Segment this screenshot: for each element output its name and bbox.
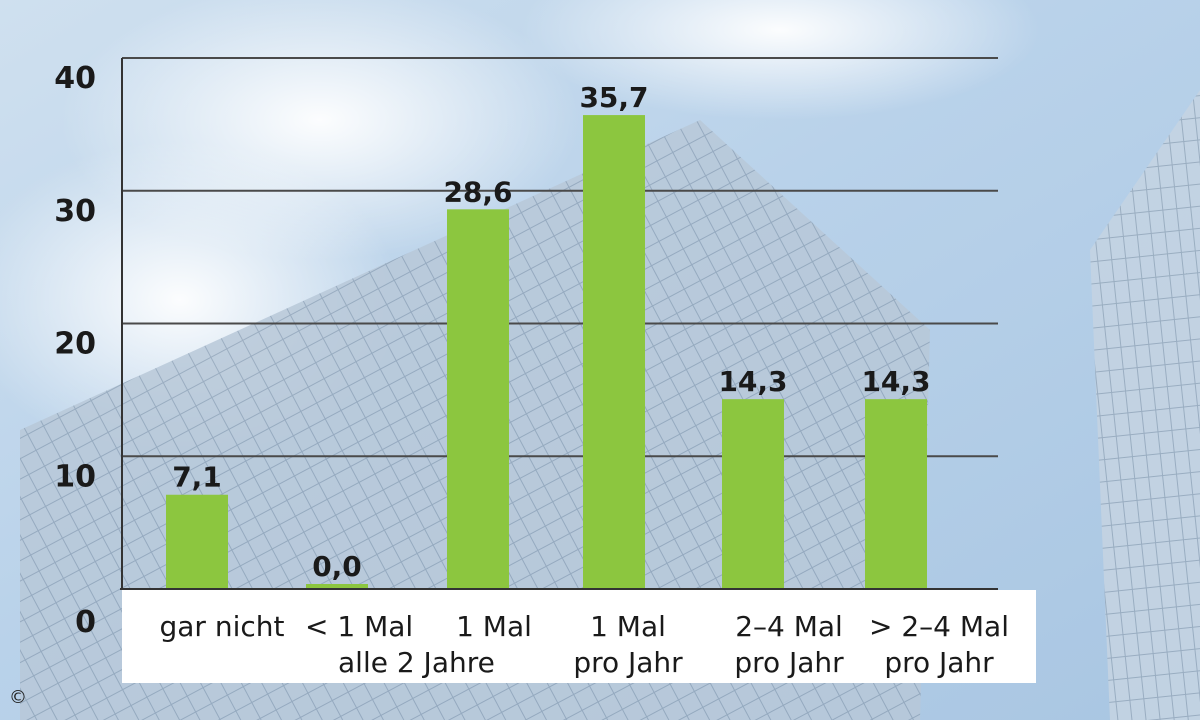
x-tick-label: > 2–4 Mal [869, 610, 1009, 643]
bar [722, 399, 784, 589]
x-tick-label: pro Jahr [734, 646, 844, 679]
x-tick-label: pro Jahr [884, 646, 994, 679]
y-tick-label: 20 [54, 327, 96, 362]
value-label: 14,3 [861, 365, 930, 398]
bar [166, 494, 228, 589]
bars [166, 115, 927, 590]
y-tick-label: 10 [54, 459, 96, 494]
bar [306, 584, 368, 589]
bar [865, 399, 927, 589]
bar [447, 209, 509, 589]
value-label: 0,0 [312, 550, 362, 583]
copyright-symbol: © [9, 687, 27, 708]
x-tick-label: pro Jahr [573, 646, 683, 679]
x-label-panel [122, 590, 1036, 683]
x-tick-label: gar nicht [160, 610, 285, 643]
value-label: 7,1 [172, 461, 222, 494]
y-tick-label: 40 [54, 61, 96, 96]
bar [583, 115, 645, 590]
gridlines [122, 57, 998, 458]
value-labels: 7,1 0,0 28,6 35,7 14,3 14,3 [172, 81, 930, 583]
x-tick-label: alle 2 Jahre [338, 646, 495, 679]
x-tick-label: 2–4 Mal [735, 610, 843, 643]
y-tick-label: 30 [54, 194, 96, 229]
y-tick-label: 0 [75, 605, 96, 640]
x-tick-label: 1 Mal [456, 610, 532, 643]
x-tick-label: < 1 Mal [305, 610, 413, 643]
tower-right [1090, 90, 1200, 720]
x-tick-label: 1 Mal [590, 610, 666, 643]
value-label: 14,3 [718, 365, 787, 398]
value-label: 35,7 [579, 81, 648, 114]
y-axis-ticks: 0 10 20 30 40 [54, 61, 96, 640]
value-label: 28,6 [443, 175, 512, 208]
